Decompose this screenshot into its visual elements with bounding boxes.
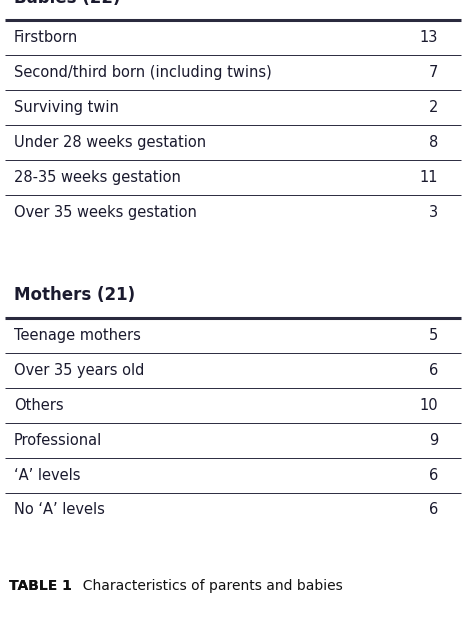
Text: Babies (22): Babies (22) bbox=[14, 0, 121, 7]
Text: ‘A’ levels: ‘A’ levels bbox=[14, 467, 81, 482]
Text: No ‘A’ levels: No ‘A’ levels bbox=[14, 502, 105, 518]
Text: Over 35 weeks gestation: Over 35 weeks gestation bbox=[14, 205, 197, 220]
Text: 8: 8 bbox=[429, 135, 438, 150]
Text: 6: 6 bbox=[429, 502, 438, 518]
Text: Mothers (21): Mothers (21) bbox=[14, 286, 135, 304]
Text: Professional: Professional bbox=[14, 433, 102, 448]
Text: 7: 7 bbox=[429, 65, 438, 81]
Text: 5: 5 bbox=[429, 327, 438, 343]
Text: 11: 11 bbox=[419, 170, 438, 185]
Text: 13: 13 bbox=[420, 30, 438, 45]
Text: Over 35 years old: Over 35 years old bbox=[14, 363, 144, 378]
Text: TABLE 1  Characteristics of parents and babies: TABLE 1 Characteristics of parents and b… bbox=[9, 579, 334, 593]
Text: 2: 2 bbox=[429, 100, 438, 115]
Text: Under 28 weeks gestation: Under 28 weeks gestation bbox=[14, 135, 206, 150]
Text: 3: 3 bbox=[429, 205, 438, 220]
Text: 9: 9 bbox=[429, 433, 438, 448]
Text: 10: 10 bbox=[419, 397, 438, 412]
Text: 6: 6 bbox=[429, 363, 438, 378]
Text: TABLE 1: TABLE 1 bbox=[9, 579, 72, 593]
Text: Characteristics of parents and babies: Characteristics of parents and babies bbox=[74, 579, 343, 593]
Text: 28-35 weeks gestation: 28-35 weeks gestation bbox=[14, 170, 181, 185]
Text: Others: Others bbox=[14, 397, 63, 412]
Text: 6: 6 bbox=[429, 467, 438, 482]
Text: Surviving twin: Surviving twin bbox=[14, 100, 119, 115]
Text: Firstborn: Firstborn bbox=[14, 30, 78, 45]
Text: Teenage mothers: Teenage mothers bbox=[14, 327, 141, 343]
Text: TABLE 1: TABLE 1 bbox=[9, 579, 72, 593]
Text: Second/third born (including twins): Second/third born (including twins) bbox=[14, 65, 272, 81]
